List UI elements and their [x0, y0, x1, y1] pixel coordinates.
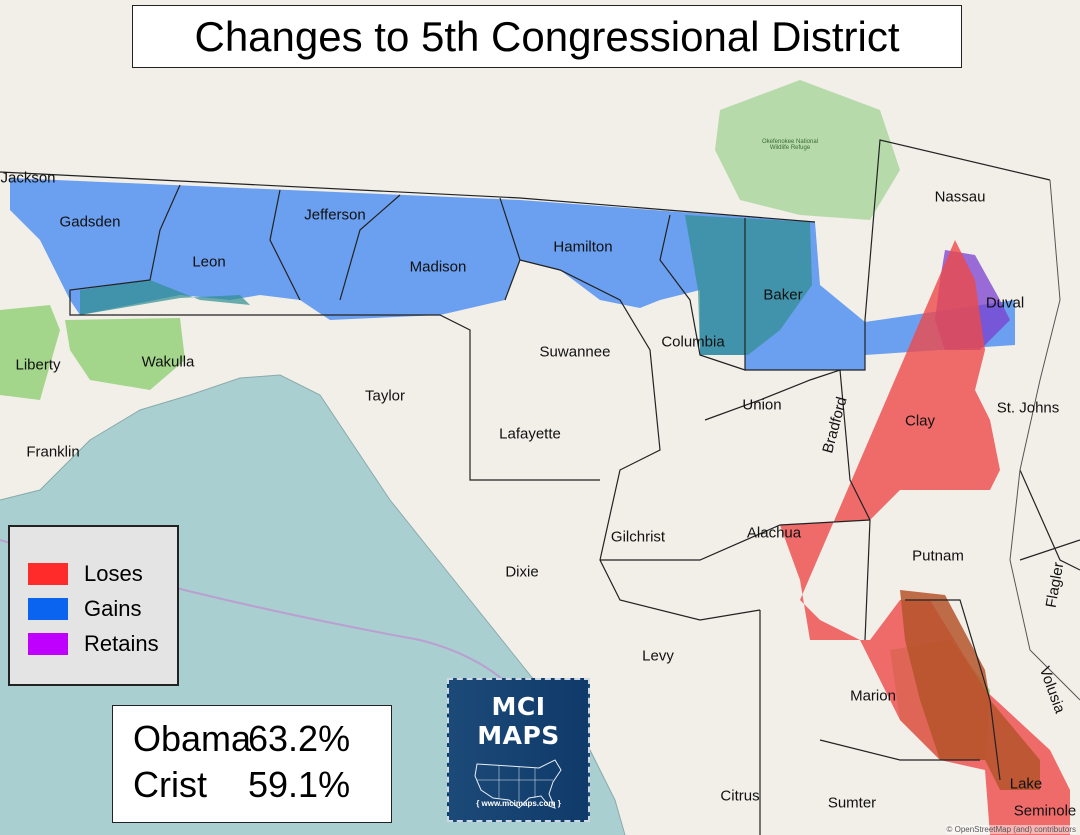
- logo-url: { www.mcimaps.com }: [476, 799, 561, 808]
- county-label-duval: Duval: [985, 294, 1025, 312]
- park-liberty: [0, 305, 60, 400]
- county-label-putnam: Putnam: [912, 547, 964, 565]
- us-map-icon: [473, 759, 562, 809]
- logo-title: MCI MAPS: [477, 692, 560, 750]
- county-label-franklin: Franklin: [26, 443, 80, 461]
- legend-item-retains: Retains: [28, 631, 159, 657]
- map-title: Changes to 5th Congressional District: [132, 5, 962, 68]
- okefenokee-refuge: [715, 80, 900, 220]
- legend-swatch-retains: [28, 633, 68, 655]
- county-label-madison: Madison: [409, 258, 467, 276]
- teal-columbia-baker: [685, 215, 812, 355]
- legend-swatch-gains: [28, 598, 68, 620]
- teal-leon: [80, 280, 250, 315]
- map-attribution[interactable]: © OpenStreetMap (and) contributors: [946, 825, 1076, 834]
- legend-swatch-loses: [28, 563, 68, 585]
- stat-name-crist: Crist: [133, 764, 207, 805]
- county-label-suwannee: Suwannee: [539, 343, 611, 361]
- legend-label: Retains: [84, 631, 159, 656]
- legend-label: Loses: [84, 561, 143, 586]
- county-label-baker: Baker: [763, 286, 803, 304]
- county-label-levy: Levy: [642, 647, 674, 665]
- county-label-jackson: Jackson: [0, 169, 56, 187]
- county-label-alachua: Alachua: [746, 524, 802, 542]
- park-wakulla: [65, 318, 185, 390]
- county-label-marion: Marion: [850, 687, 896, 705]
- county-label-gadsden: Gadsden: [59, 213, 121, 231]
- atlantic-coast: [1009, 179, 1080, 701]
- county-label-lake: Lake: [1009, 775, 1043, 793]
- stat-name-obama: Obama: [133, 718, 252, 759]
- county-label-hamilton: Hamilton: [553, 238, 613, 256]
- mci-maps-logo: MCI MAPS { www.mcimaps.com }: [447, 678, 590, 822]
- county-label-nassau: Nassau: [934, 188, 986, 206]
- county-label-gilchrist: Gilchrist: [610, 528, 666, 546]
- overlap-brown: [900, 590, 1040, 790]
- county-label-st-johns: St. Johns: [996, 399, 1060, 417]
- county-label-sumter: Sumter: [827, 794, 877, 812]
- county-label-leon: Leon: [192, 253, 226, 271]
- county-label-wakulla: Wakulla: [141, 353, 195, 371]
- legend-item-loses: Loses: [28, 561, 143, 587]
- county-label-jefferson: Jefferson: [304, 206, 366, 224]
- county-label-liberty: Liberty: [15, 356, 61, 374]
- stat-value-crist: 59.1%: [248, 764, 351, 805]
- stat-value-obama: 63.2%: [248, 718, 351, 759]
- county-borders: [0, 139, 1080, 835]
- legend-item-gains: Gains: [28, 596, 141, 622]
- county-label-citrus: Citrus: [720, 787, 760, 805]
- county-label-lafayette: Lafayette: [499, 425, 561, 443]
- county-label-dixie: Dixie: [505, 563, 539, 581]
- county-label-columbia: Columbia: [661, 333, 725, 351]
- legend-label: Gains: [84, 596, 142, 621]
- refuge-label: Okefenokee National Wildlife Refuge: [761, 139, 819, 151]
- county-label-seminole: Seminole: [1013, 802, 1077, 820]
- legend: Loses Gains Retains: [8, 525, 179, 686]
- county-label-taylor: Taylor: [364, 387, 406, 405]
- county-label-clay: Clay: [904, 412, 936, 430]
- vote-stats-box: Obama 63.2% Crist 59.1%: [112, 705, 392, 823]
- county-label-union: Union: [742, 396, 782, 414]
- loses-region: [780, 240, 1070, 835]
